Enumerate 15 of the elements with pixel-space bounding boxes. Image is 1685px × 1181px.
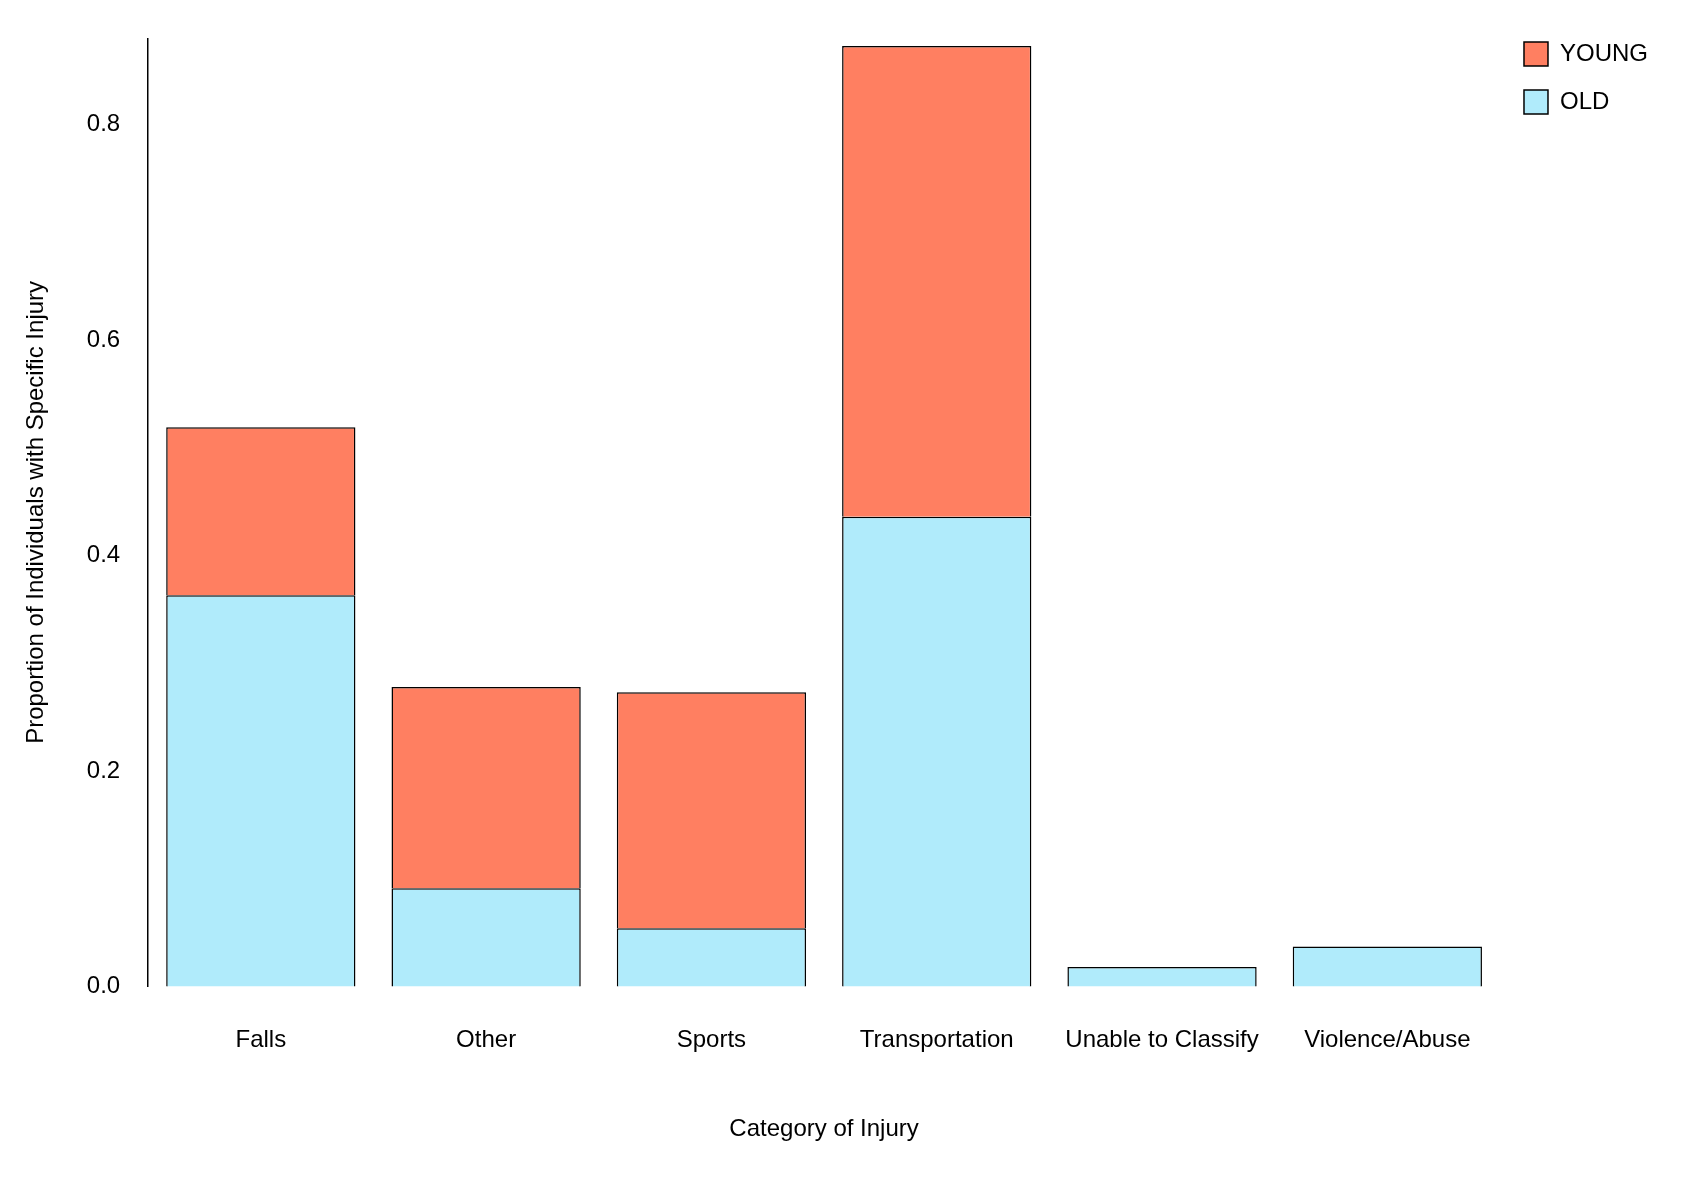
x-tick-label: Other [456,1025,517,1053]
x-axis-title: Category of Injury [729,1114,919,1142]
x-tick-label: Unable to Classify [1065,1025,1259,1053]
y-tick-label: 0.4 [86,540,121,568]
y-tick-label: 0.0 [86,971,121,999]
y-tick-label: 0.6 [86,324,121,352]
legend-label: YOUNG [1559,38,1649,66]
x-tick-label: Transportation [859,1025,1014,1053]
x-tick-label: Falls [235,1025,287,1053]
x-tick-label: Violence/Abuse [1304,1025,1471,1053]
x-tick-label: Sports [676,1025,747,1053]
y-tick-label: 0.2 [86,755,121,783]
y-axis-title: Proportion of Individuals with Specific Injury [21,280,49,744]
legend-label: OLD [1559,86,1610,114]
y-tick-label: 0.8 [86,109,121,137]
